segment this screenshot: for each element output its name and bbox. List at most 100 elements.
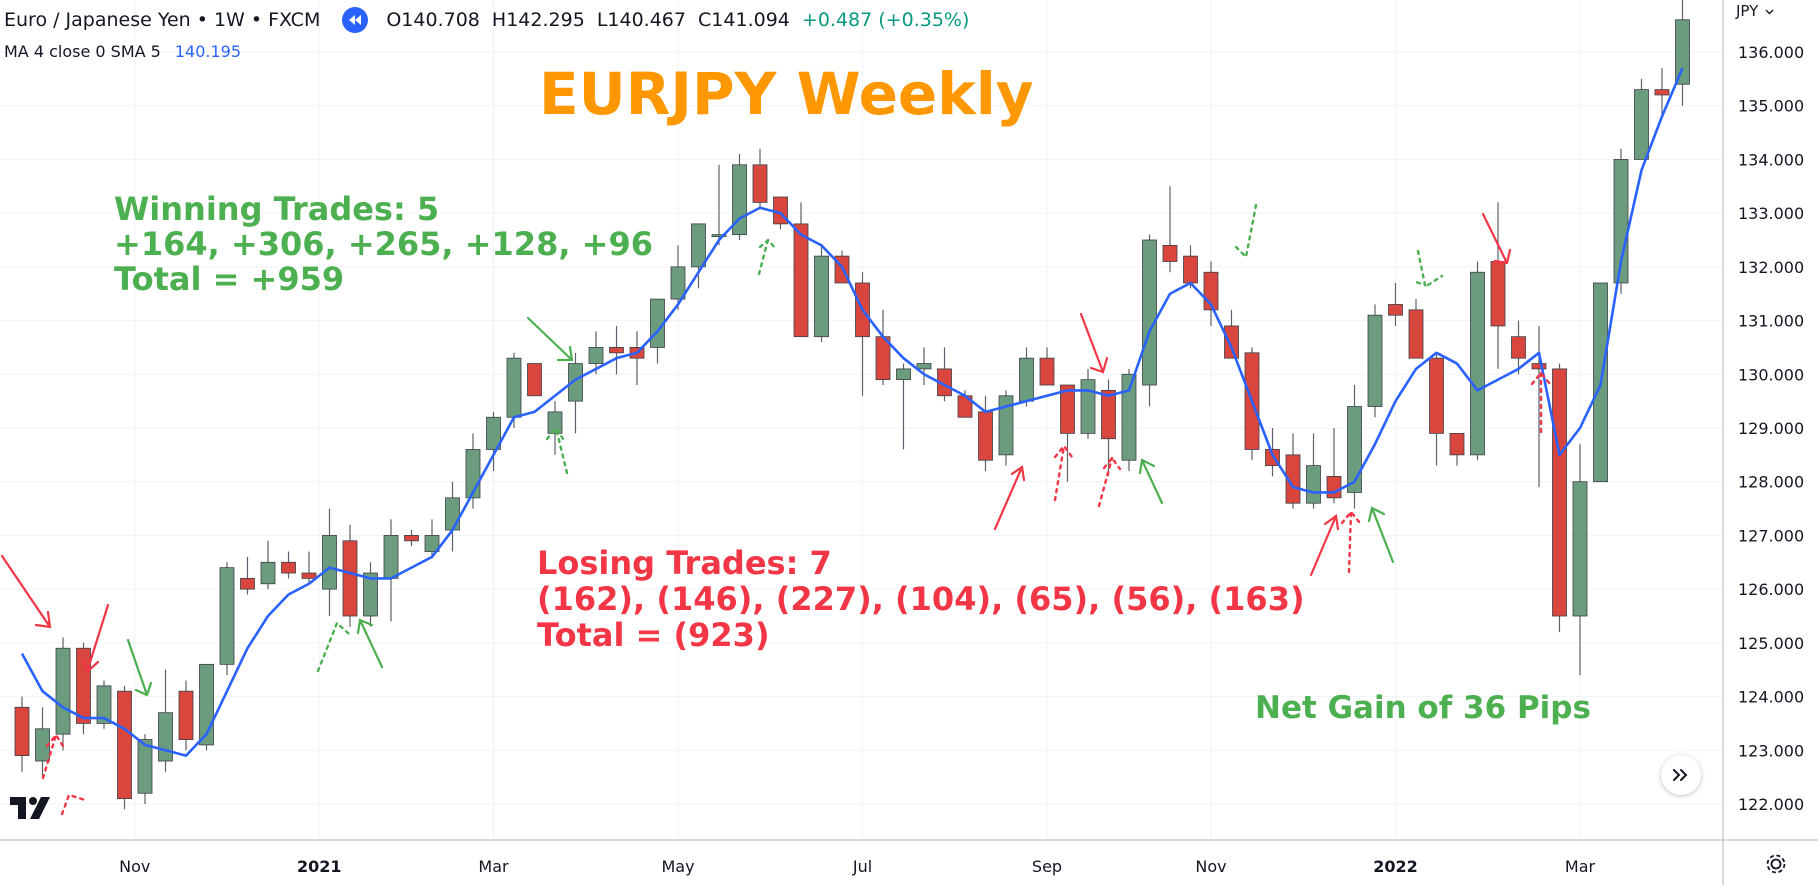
candle (1449, 432, 1465, 466)
ma-line (20, 67, 1684, 757)
currency-label: JPY (1736, 2, 1759, 20)
candle (1367, 304, 1383, 418)
candle (896, 363, 911, 450)
candle (1347, 385, 1362, 509)
chart-annotation-title: EURJPY Weekly (539, 60, 1034, 128)
candle (629, 331, 645, 386)
price-tick-label: 132.000 (1738, 258, 1804, 277)
candle (1080, 368, 1096, 439)
candle (1429, 352, 1444, 466)
candle (1634, 78, 1649, 160)
candle (609, 325, 624, 375)
price-tick-label: 123.000 (1738, 741, 1804, 760)
candle (240, 556, 255, 595)
price-tick-label: 131.000 (1738, 312, 1804, 331)
candle (14, 696, 30, 772)
candle (219, 562, 235, 676)
candle (96, 680, 112, 729)
candle (691, 223, 706, 289)
candle (424, 519, 440, 557)
scroll-to-realtime-button[interactable] (1661, 755, 1701, 795)
short-entry-arrow (1079, 312, 1109, 374)
candle (1121, 368, 1137, 471)
candle (916, 347, 932, 386)
candle (1470, 261, 1485, 461)
candle (383, 519, 399, 622)
exit-arrow (545, 425, 569, 475)
symbol-header: Euro / Japanese Yen • 1W • FXCM O140.708… (0, 0, 975, 40)
gear-icon[interactable] (1763, 851, 1789, 877)
short-entry-arrow (0, 554, 52, 629)
candle (527, 363, 542, 397)
ohlc-values: O140.708 H142.295 L140.467 C141.094 +0.4… (386, 9, 975, 31)
symbol-title[interactable]: Euro / Japanese Yen • 1W • FXCM (4, 9, 321, 31)
losing-trades-total: Total = (923) (537, 616, 770, 654)
candle (752, 148, 768, 208)
price-tick-label: 127.000 (1738, 526, 1804, 545)
candle (301, 551, 317, 584)
candle (260, 540, 276, 590)
price-tick-label: 130.000 (1738, 365, 1804, 384)
price-tick-label: 122.000 (1738, 795, 1804, 814)
long-loss-entry-arrow (993, 465, 1026, 531)
net-gain-note: Net Gain of 36 Pips (1255, 690, 1591, 726)
candle (1511, 320, 1526, 375)
time-tick-label: 2022 (1373, 857, 1418, 876)
candle (732, 154, 747, 240)
exit-arrow (1233, 203, 1258, 260)
time-tick-label: Mar (478, 857, 509, 876)
trade-arrows (0, 203, 1552, 816)
candle (998, 390, 1014, 466)
winning-trades-note: Winning Trades: 5 +164, +306, +265, +128,… (114, 192, 653, 297)
candle (1572, 444, 1588, 676)
candle (117, 685, 132, 810)
candle (1306, 433, 1321, 509)
candle (814, 245, 829, 343)
high-value: H142.295 (491, 9, 585, 31)
candle (670, 245, 686, 310)
time-tick-label: Sep (1032, 857, 1062, 876)
exit-arrow (1097, 456, 1122, 508)
candle (711, 164, 727, 246)
rewind-icon[interactable] (342, 7, 369, 33)
winning-trades-total: Total = +959 (114, 260, 345, 298)
candle (1654, 68, 1670, 117)
candle (363, 562, 378, 627)
candle (281, 551, 296, 579)
exit-arrow (1340, 510, 1362, 574)
candle (1162, 186, 1178, 273)
candle (793, 202, 809, 338)
price-tick-label: 126.000 (1738, 580, 1804, 599)
long-loss-entry-arrow (1309, 514, 1340, 577)
short-entry-arrow (81, 603, 110, 674)
candle (1101, 379, 1116, 477)
candle (404, 530, 419, 547)
candle (568, 352, 583, 434)
price-tick-label: 129.000 (1738, 419, 1804, 438)
time-tick-label: Mar (1565, 857, 1596, 876)
time-tick-label: Nov (119, 857, 150, 876)
candle (465, 433, 481, 509)
candle (1388, 282, 1403, 326)
winning-trades-count: Winning Trades: 5 (114, 190, 440, 228)
candle (1060, 384, 1075, 482)
candle (178, 680, 194, 751)
long-entry-arrow (1367, 506, 1395, 564)
currency-button[interactable]: JPY (1736, 2, 1774, 20)
long-entry-arrow (126, 638, 153, 697)
candle (322, 508, 337, 616)
time-tick-label: May (661, 857, 694, 876)
exit-arrow (1053, 444, 1074, 502)
candle (937, 347, 952, 402)
candle (1675, 0, 1690, 106)
price-tick-label: 135.000 (1738, 97, 1804, 116)
low-value: L140.467 (596, 9, 686, 31)
candle (445, 481, 460, 552)
candle (1039, 347, 1055, 386)
time-tick-label: Jul (852, 857, 872, 876)
ma-legend[interactable]: MA 4 close 0 SMA 5 140.195 (4, 42, 241, 61)
tradingview-logo-icon[interactable] (10, 797, 56, 824)
price-tick-label: 125.000 (1738, 634, 1804, 653)
